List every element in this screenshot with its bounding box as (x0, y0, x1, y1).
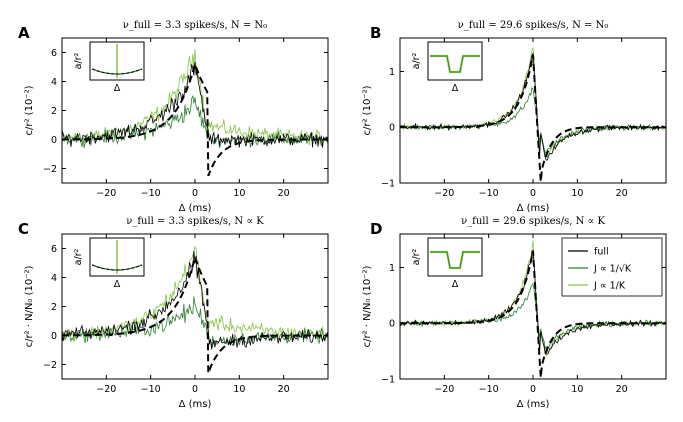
panel-title: ν_full = 3.3 spikes/s, N = N₀ (123, 20, 267, 31)
series-sqrt (62, 94, 328, 149)
inset-y-label: a/r² (73, 248, 84, 265)
x-tick-label: 20 (616, 188, 628, 199)
inset-curve-theory (91, 264, 143, 271)
inset-y-label: a/r² (73, 52, 84, 69)
inset: a/r² Δ (73, 41, 145, 94)
inset: a/r² Δ (411, 41, 483, 94)
panel-title: ν_full = 29.6 spikes/s, N = N₀ (458, 20, 609, 31)
inset-x-label: Δ (452, 83, 459, 94)
x-tick-label: −20 (434, 384, 454, 395)
x-tick-label: 10 (571, 188, 583, 199)
y-tick-label: −1 (381, 375, 395, 386)
inset-x-label: Δ (114, 83, 121, 94)
x-tick-label: −10 (141, 384, 161, 395)
x-tick-label: 10 (571, 384, 583, 395)
legend-frame (561, 237, 663, 297)
x-tick-label: −20 (96, 384, 116, 395)
inset: a/r² Δ (411, 237, 483, 290)
panel-letter: C (18, 220, 29, 238)
series-inv (400, 240, 666, 357)
y-tick-label: 6 (51, 48, 57, 59)
series-theory (400, 54, 666, 182)
x-axis-label: Δ (ms) (517, 399, 550, 410)
inset-curve-sqrt (430, 55, 480, 73)
y-tick-label: 4 (51, 77, 57, 88)
x-tick-label: 0 (530, 188, 536, 199)
y-tick-label: 1 (389, 263, 395, 274)
x-axis-label: Δ (ms) (517, 203, 550, 214)
x-tick-label: −10 (479, 384, 499, 395)
x-tick-label: −10 (141, 188, 161, 199)
y-axis-label: c/r² · N/N₀ (10⁻²) (24, 265, 35, 347)
y-tick-label: −2 (43, 164, 57, 175)
x-tick-label: 20 (278, 384, 290, 395)
legend: full J ∝ 1/√K J ∝ 1/K (561, 237, 663, 297)
inset-x-label: Δ (452, 279, 459, 290)
x-tick-label: −20 (434, 188, 454, 199)
x-tick-label: −20 (96, 188, 116, 199)
plot-area (62, 48, 328, 177)
series-sqrt (62, 296, 328, 348)
series-inv (62, 48, 328, 146)
y-tick-label: 1 (389, 67, 395, 78)
plot-area (400, 240, 666, 378)
x-tick-label: 10 (233, 188, 245, 199)
x-tick-label: 20 (616, 384, 628, 395)
panel-letter: D (370, 220, 382, 238)
series-full (62, 250, 328, 350)
x-tick-label: 20 (278, 188, 290, 199)
series-theory (62, 253, 328, 374)
series-theory (62, 60, 328, 177)
panel-letter: B (370, 24, 381, 42)
inset-frame (427, 41, 483, 81)
y-tick-label: 0 (389, 123, 395, 134)
y-tick-label: −2 (43, 360, 57, 371)
inset-curve-theory (91, 68, 143, 75)
y-tick-label: 4 (51, 273, 57, 284)
y-tick-label: 0 (389, 319, 395, 330)
legend-label-inv: J ∝ 1/K (593, 281, 626, 292)
y-tick-label: 2 (51, 302, 57, 313)
y-axis-label: c/r² · N/N₀ (10⁻²) (362, 265, 373, 347)
inset-x-label: Δ (114, 279, 121, 290)
inset-y-label: a/r² (411, 248, 422, 265)
series-sqrt (400, 86, 666, 154)
y-tick-label: −1 (381, 179, 395, 190)
legend-label-full: full (594, 247, 609, 258)
inset: a/r² Δ (73, 237, 145, 290)
x-axis-label: Δ (ms) (179, 203, 212, 214)
x-tick-label: 10 (233, 384, 245, 395)
y-tick-label: 2 (51, 106, 57, 117)
series-theory (400, 250, 666, 378)
plot-area (62, 245, 328, 374)
inset-y-label: a/r² (411, 52, 422, 69)
y-axis-label: c/r² (10⁻²) (362, 85, 373, 135)
x-tick-label: 0 (192, 384, 198, 395)
x-axis-label: Δ (ms) (179, 399, 212, 410)
y-axis-label: c/r² (10⁻²) (24, 85, 35, 135)
y-tick-label: 0 (51, 135, 57, 146)
x-tick-label: −10 (479, 188, 499, 199)
legend-label-sqrt: J ∝ 1/√K (593, 264, 632, 275)
y-tick-label: 6 (51, 244, 57, 255)
inset-frame (427, 237, 483, 277)
panel-letter: A (18, 24, 30, 42)
y-tick-label: 0 (51, 331, 57, 342)
panel-title: ν_full = 3.3 spikes/s, N ∝ K (126, 216, 264, 227)
x-tick-label: 0 (530, 384, 536, 395)
panel-title: ν_full = 29.6 spikes/s, N ∝ K (461, 216, 605, 227)
inset-curve-sqrt (430, 251, 480, 269)
plot-area (400, 47, 666, 182)
x-tick-label: 0 (192, 188, 198, 199)
